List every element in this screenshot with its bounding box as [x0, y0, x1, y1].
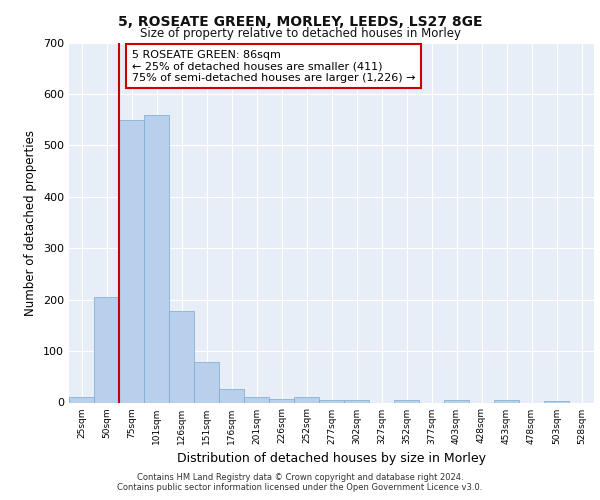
Text: Size of property relative to detached houses in Morley: Size of property relative to detached ho…: [139, 28, 461, 40]
Bar: [219, 388, 244, 402]
Bar: [94, 297, 119, 403]
Bar: [269, 399, 294, 402]
Y-axis label: Number of detached properties: Number of detached properties: [25, 130, 37, 316]
Bar: [144, 114, 169, 403]
Bar: [344, 400, 369, 402]
Bar: [244, 398, 269, 402]
X-axis label: Distribution of detached houses by size in Morley: Distribution of detached houses by size …: [177, 452, 486, 465]
Bar: [444, 400, 469, 402]
Bar: [119, 120, 144, 403]
Text: 5, ROSEATE GREEN, MORLEY, LEEDS, LS27 8GE: 5, ROSEATE GREEN, MORLEY, LEEDS, LS27 8G…: [118, 15, 482, 29]
Text: Contains HM Land Registry data © Crown copyright and database right 2024.
Contai: Contains HM Land Registry data © Crown c…: [118, 473, 482, 492]
Bar: [194, 362, 219, 403]
Bar: [294, 398, 319, 402]
Text: 5 ROSEATE GREEN: 86sqm
← 25% of detached houses are smaller (411)
75% of semi-de: 5 ROSEATE GREEN: 86sqm ← 25% of detached…: [132, 50, 415, 83]
Bar: [394, 400, 419, 402]
Bar: [319, 400, 344, 402]
Bar: [69, 398, 94, 402]
Bar: [169, 311, 194, 402]
Bar: [494, 400, 519, 402]
